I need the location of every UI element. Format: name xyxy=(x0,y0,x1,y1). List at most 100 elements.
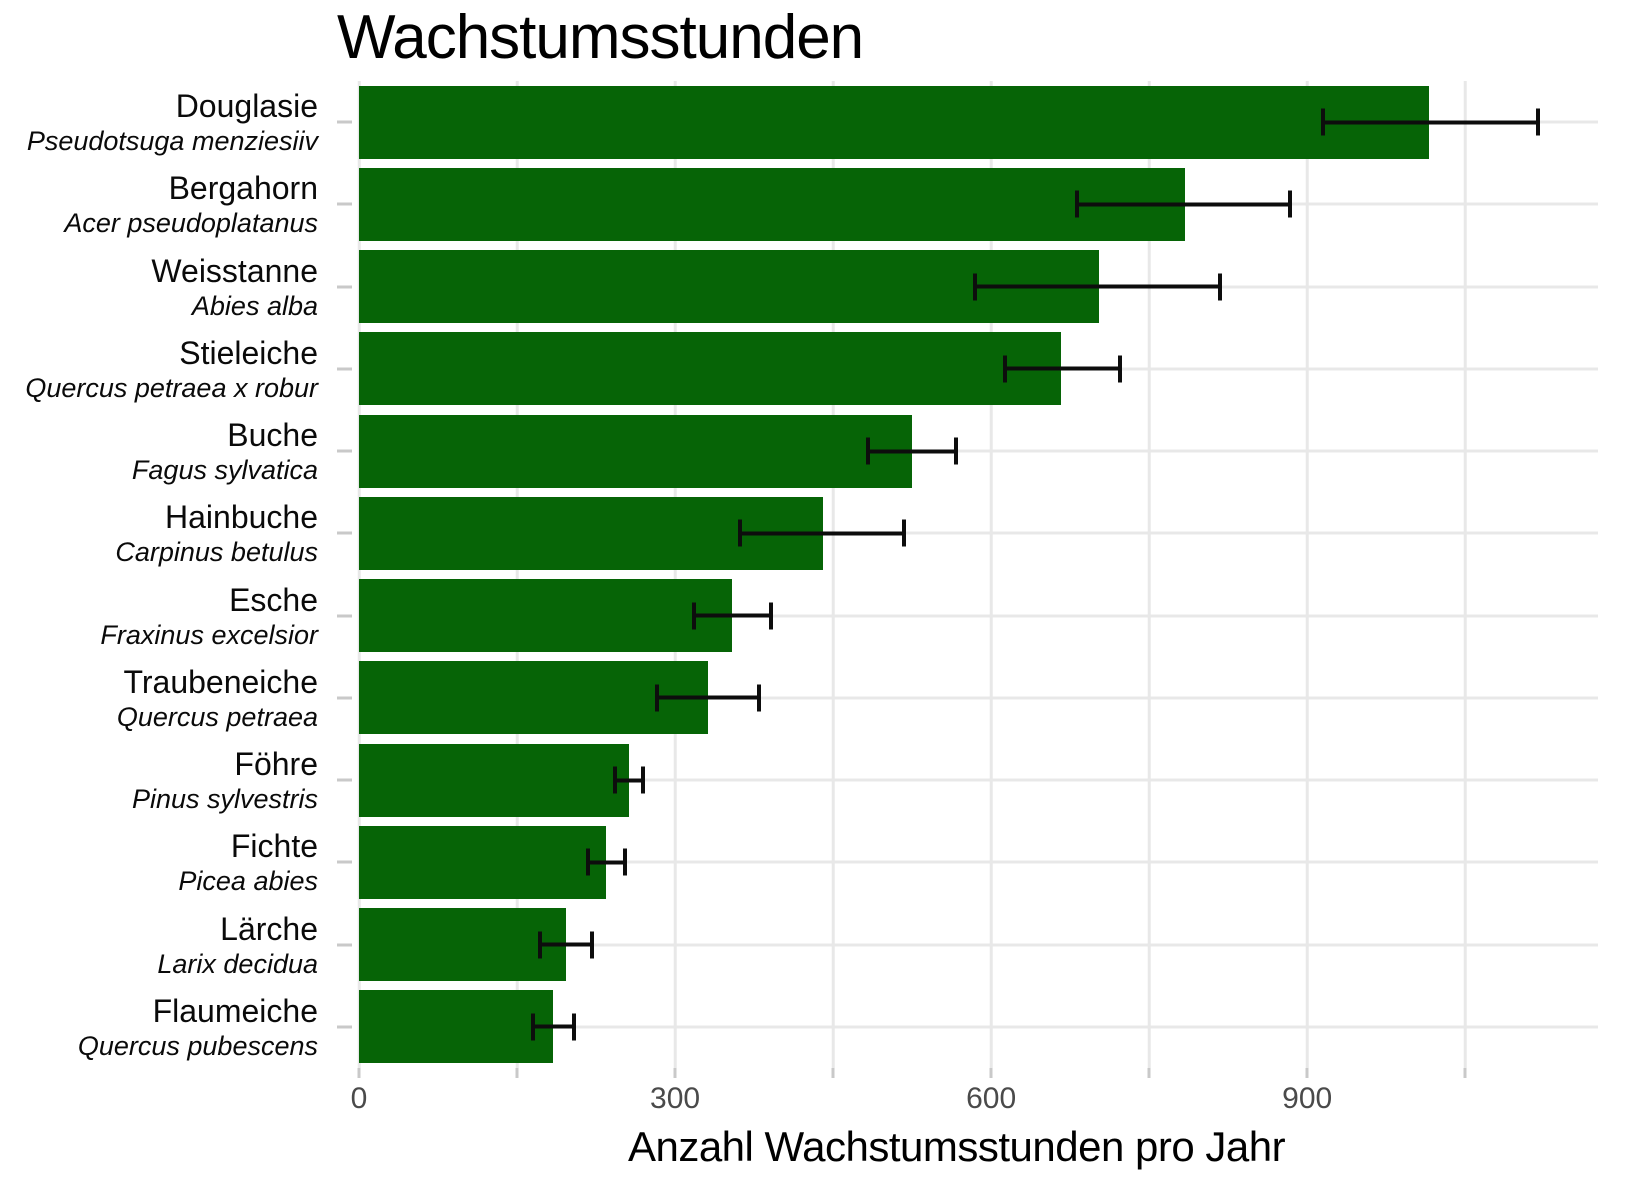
x-axis-title: Anzahl Wachstumsstunden pro Jahr xyxy=(627,1123,1286,1170)
x-tick xyxy=(1305,1068,1309,1078)
category-label: Fichte Picea abies xyxy=(0,821,330,903)
x-tick xyxy=(515,1068,519,1078)
category-name: Buche xyxy=(227,417,318,454)
bar xyxy=(359,167,1185,241)
category-name: Stieleiche xyxy=(179,334,318,371)
category-latin-name: Fagus sylvatica xyxy=(131,455,318,486)
category-label: Flaumeiche Quercus pubescens xyxy=(0,986,330,1068)
x-tick xyxy=(989,1068,993,1078)
error-bar xyxy=(1002,355,1122,383)
y-tick xyxy=(337,367,352,371)
x-tick-label: 900 xyxy=(1282,1082,1333,1115)
y-tick xyxy=(337,696,352,700)
category-label: Douglasie Pseudotsuga menziesiiv xyxy=(0,81,330,163)
error-bar xyxy=(585,848,627,876)
error-bar-cap-high xyxy=(1288,190,1293,218)
error-bar xyxy=(973,273,1222,301)
error-bar xyxy=(612,766,645,794)
error-bar-cap-high xyxy=(640,766,645,794)
x-tick xyxy=(831,1068,835,1078)
x-tick xyxy=(1147,1068,1151,1078)
error-bar-cap-high xyxy=(1117,355,1122,383)
category-latin-name: Pinus sylvestris xyxy=(131,784,318,815)
error-bar-cap-high xyxy=(589,931,594,959)
error-bar-cap-high xyxy=(1536,108,1541,136)
category-latin-name: Abies alba xyxy=(191,290,318,321)
gridline-horizontal xyxy=(359,860,1598,864)
category-latin-name: Fraxinus excelsior xyxy=(100,619,318,650)
category-name: Hainbuche xyxy=(165,499,318,536)
x-tick xyxy=(1463,1068,1467,1078)
bar xyxy=(359,825,606,899)
error-bar xyxy=(738,519,906,547)
error-bar-line xyxy=(973,284,1222,289)
category-name: Fichte xyxy=(230,828,318,865)
error-bar-cap-low xyxy=(973,273,978,301)
error-bar-cap-low xyxy=(1002,355,1007,383)
category-label: Weisstanne Abies alba xyxy=(0,246,330,328)
error-bar-line xyxy=(1075,202,1293,207)
error-bar xyxy=(1320,108,1541,136)
error-bar-cap-low xyxy=(585,848,590,876)
y-tick xyxy=(337,943,352,947)
error-bar-line xyxy=(538,942,594,947)
error-bar-line xyxy=(655,695,762,700)
category-name: Traubeneiche xyxy=(123,663,319,700)
error-bar-cap-low xyxy=(612,766,617,794)
error-bar-cap-high xyxy=(954,437,959,465)
error-bar-line xyxy=(1002,366,1122,371)
y-tick xyxy=(337,120,352,124)
category-label: Buche Fagus sylvatica xyxy=(0,410,330,492)
gridline-vertical xyxy=(673,81,677,1068)
y-tick xyxy=(337,1025,352,1029)
bar xyxy=(359,579,732,653)
category-name: Föhre xyxy=(234,746,318,783)
error-bar-cap-high xyxy=(1217,273,1222,301)
error-bar-line xyxy=(530,1024,577,1029)
error-bar-line xyxy=(691,613,774,618)
error-bar-cap-low xyxy=(655,684,660,712)
gridline-vertical xyxy=(989,81,993,1068)
bar xyxy=(359,908,566,982)
error-bar-cap-high xyxy=(622,848,627,876)
y-tick xyxy=(337,449,352,453)
category-latin-name: Larix decidua xyxy=(157,948,318,979)
gridline-vertical xyxy=(1305,81,1309,1068)
x-tick-label: 0 xyxy=(350,1082,368,1115)
category-label: Bergahorn Acer pseudoplatanus xyxy=(0,163,330,245)
error-bar-line xyxy=(612,778,645,783)
error-bar-line xyxy=(585,860,627,865)
category-name: Bergahorn xyxy=(168,170,318,207)
error-bar-line xyxy=(738,531,906,536)
category-latin-name: Quercus petraea x robur xyxy=(25,372,318,403)
gridline-vertical xyxy=(831,81,835,1068)
category-label: Stieleiche Quercus petraea x robur xyxy=(0,328,330,410)
plot-panel xyxy=(357,81,1598,1068)
category-label: Lärche Larix decidua xyxy=(0,904,330,986)
category-latin-name: Carpinus betulus xyxy=(115,537,318,568)
error-bar xyxy=(655,684,762,712)
gridline-vertical xyxy=(515,81,519,1068)
x-tick-label: 600 xyxy=(966,1082,1017,1115)
y-tick xyxy=(337,778,352,782)
gridline-vertical xyxy=(1147,81,1151,1068)
category-name: Lärche xyxy=(220,910,318,947)
chart-title: Wachstumsstunden xyxy=(337,3,864,72)
y-tick xyxy=(337,860,352,864)
error-bar-cap-high xyxy=(757,684,762,712)
bar xyxy=(359,332,1061,406)
category-latin-name: Picea abies xyxy=(178,866,318,897)
category-latin-name: Pseudotsuga menziesiiv xyxy=(26,126,318,157)
error-bar-cap-low xyxy=(1320,108,1325,136)
error-bar-cap-low xyxy=(530,1013,535,1041)
y-tick xyxy=(337,614,352,618)
gridline-vertical xyxy=(357,81,361,1068)
error-bar-cap-high xyxy=(901,519,906,547)
error-bar xyxy=(538,931,594,959)
category-latin-name: Quercus petraea xyxy=(116,701,318,732)
gridline-horizontal xyxy=(359,614,1598,618)
y-tick xyxy=(337,531,352,535)
bar xyxy=(359,661,708,735)
error-bar-cap-high xyxy=(572,1013,577,1041)
